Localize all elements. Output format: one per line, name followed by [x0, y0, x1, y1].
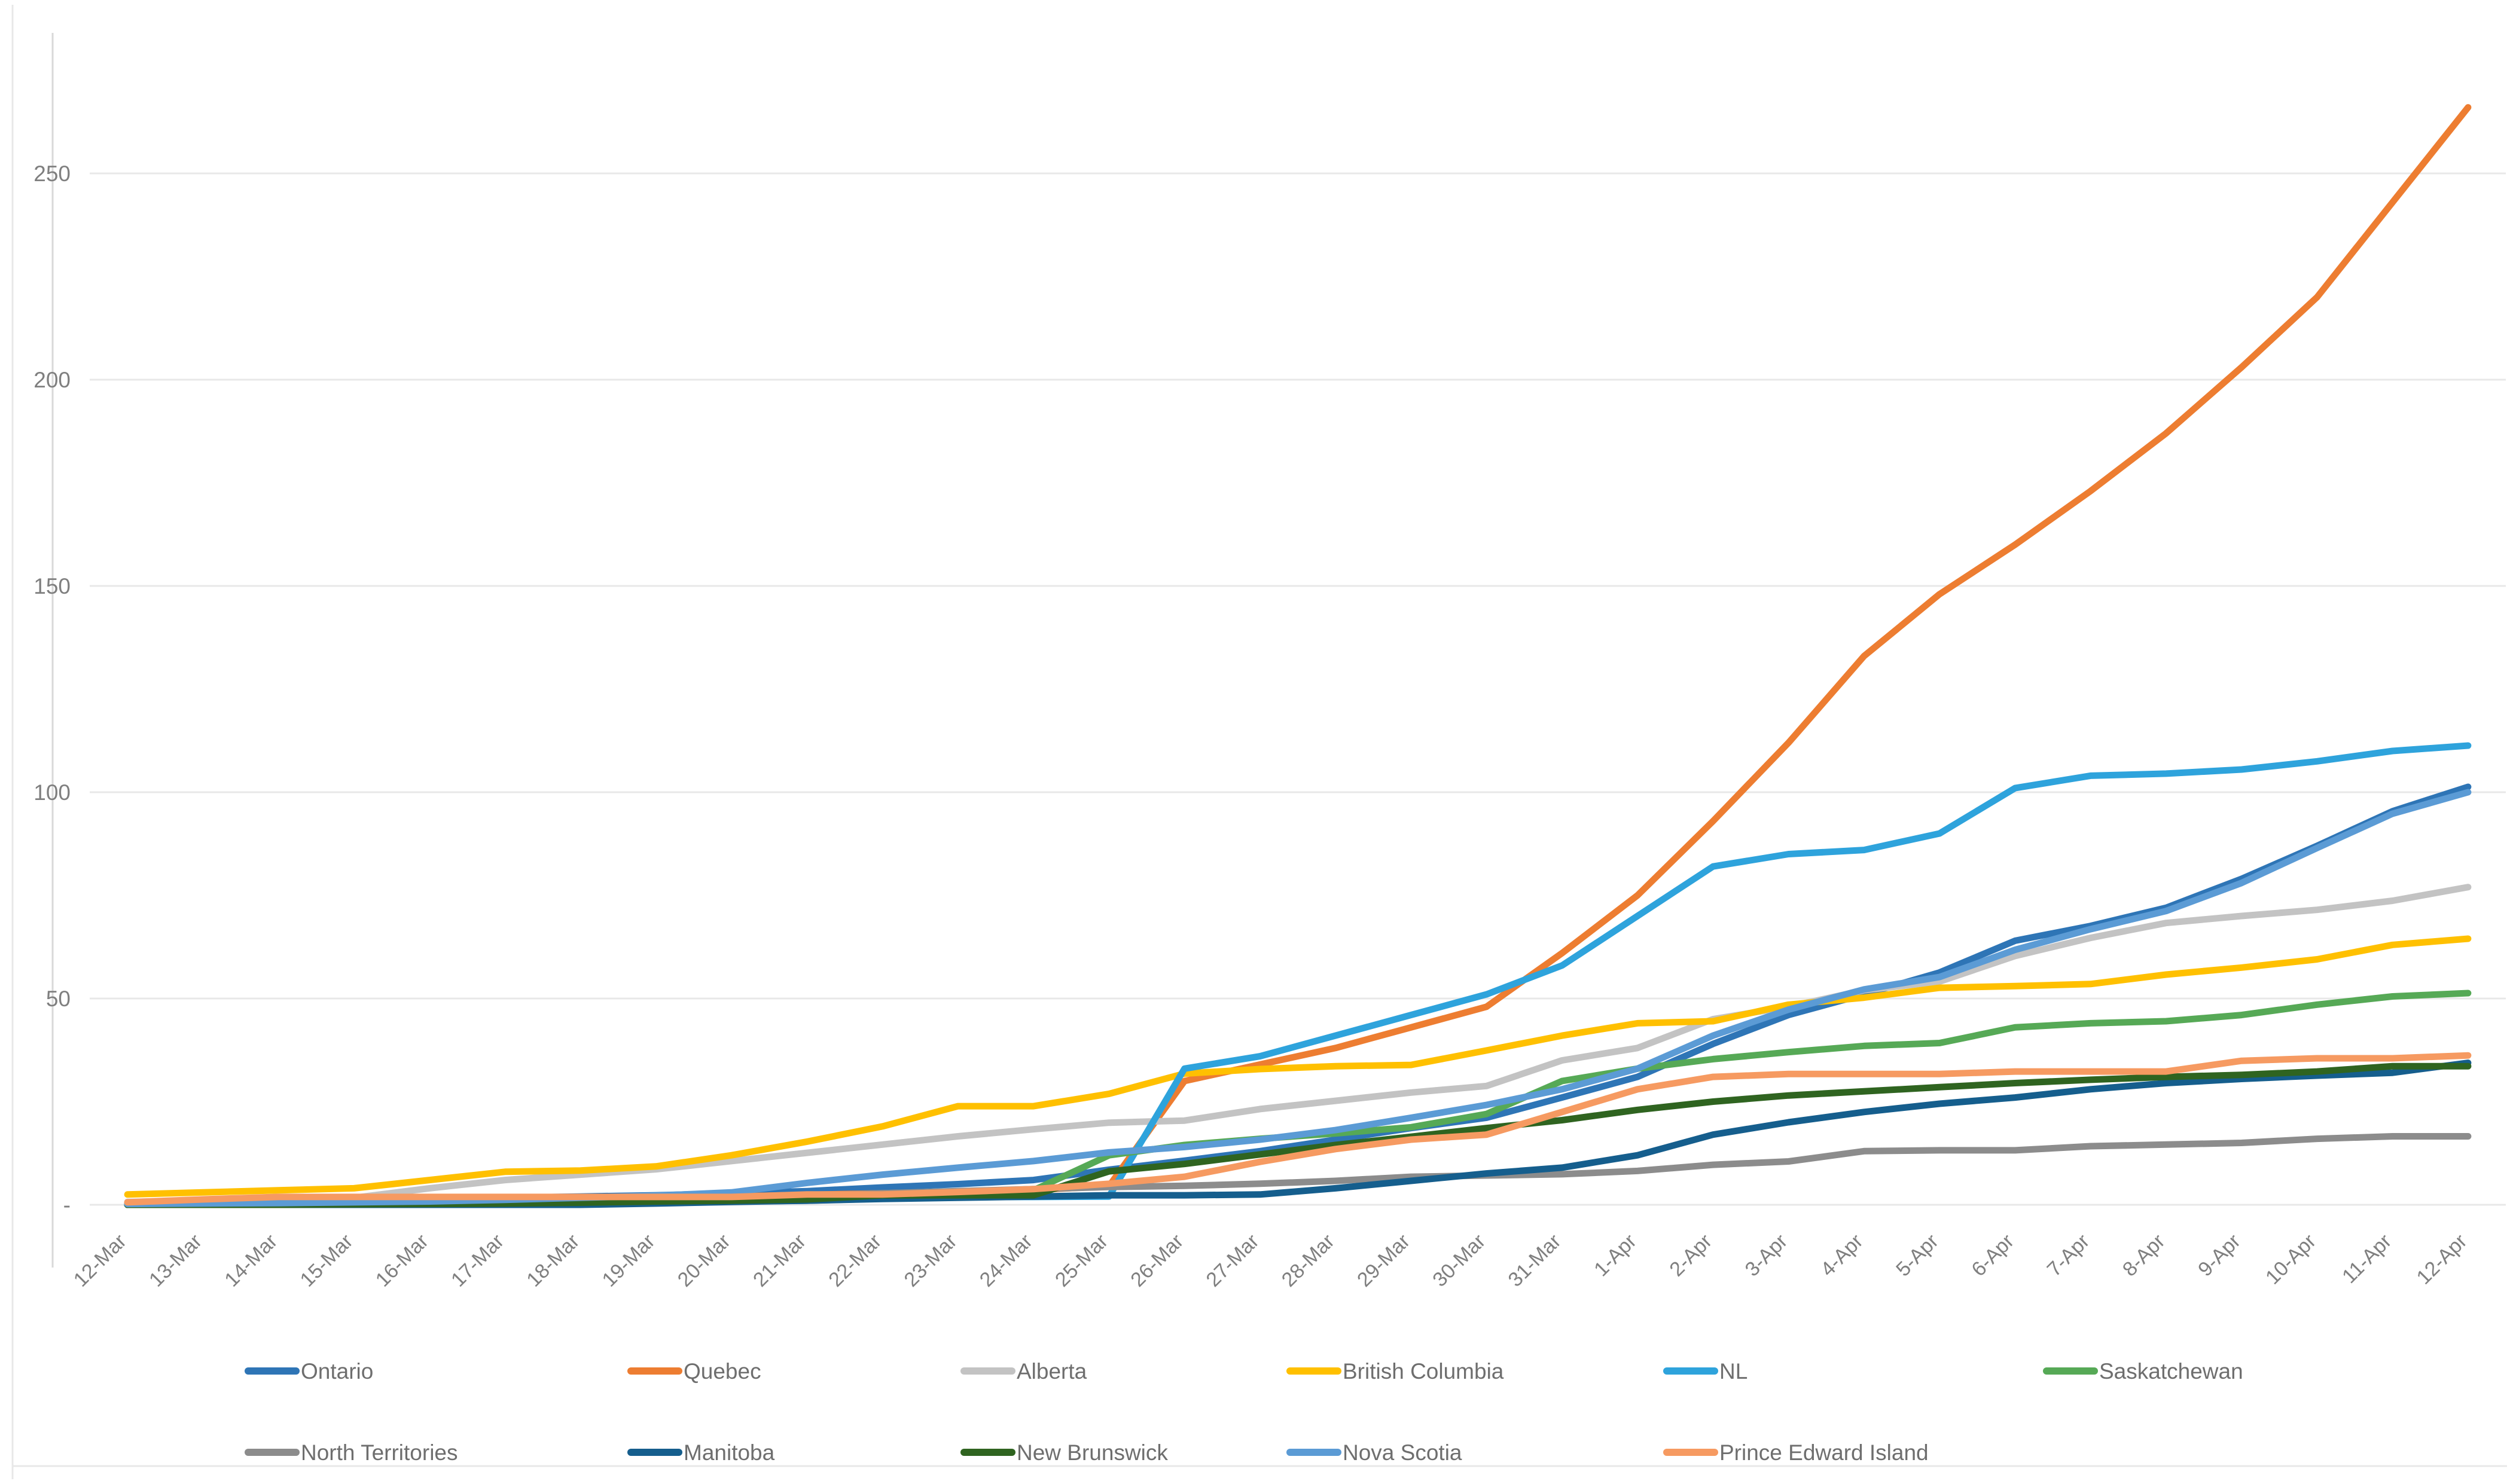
y-axis: - 50 100 150 200 250 [33, 161, 71, 1217]
x-tick-label: 27-Mar [1202, 1230, 1264, 1291]
x-tick-label: 10-Apr [2261, 1230, 2320, 1289]
x-tick-label: 12-Mar [69, 1230, 131, 1291]
y-tick-label: 250 [33, 161, 71, 186]
legend-label: Prince Edward Island [1719, 1440, 1929, 1465]
legend: Ontario Quebec Alberta British Columbia NL Sa… [245, 1359, 2243, 1465]
x-tick-label: 12-Apr [2412, 1230, 2471, 1289]
legend-item-new-brunswick: New Brunswick [960, 1440, 1168, 1465]
y-tick-label: 50 [46, 987, 71, 1011]
y-tick-label: 200 [33, 368, 71, 392]
legend-label: Quebec [684, 1359, 761, 1384]
legend-label: Manitoba [684, 1440, 775, 1465]
x-tick-label: 18-Mar [522, 1230, 584, 1291]
series-line-quebec [124, 104, 2472, 1206]
x-tick-label: 30-Mar [1428, 1230, 1490, 1291]
legend-item-british-columbia: British Columbia [1286, 1359, 1504, 1384]
legend-label: Ontario [301, 1359, 373, 1384]
legend-item-quebec: Quebec [627, 1359, 761, 1384]
x-tick-label: 28-Mar [1277, 1230, 1339, 1291]
x-tick-label: 16-Mar [371, 1230, 433, 1291]
y-tick-label: 100 [33, 780, 71, 805]
chart-borders [11, 5, 2507, 1479]
legend-item-manitoba: Manitoba [627, 1440, 775, 1465]
x-tick-label: 3-Apr [1741, 1230, 1792, 1281]
x-tick-label: 21-Mar [749, 1230, 810, 1291]
legend-label: Alberta [1017, 1359, 1087, 1384]
series-line-new-brunswick [124, 1062, 2472, 1208]
legend-label: Nova Scotia [1343, 1440, 1462, 1465]
x-tick-label: 22-Mar [824, 1230, 886, 1291]
y-tick-label: - [63, 1193, 71, 1217]
x-tick-label: 4-Apr [1816, 1230, 1868, 1281]
legend-item-nova-scotia: Nova Scotia [1286, 1440, 1462, 1465]
x-tick-label: 17-Mar [447, 1230, 508, 1291]
legend-item-prince-edward-island: Prince Edward Island [1663, 1440, 1929, 1465]
series-line-prince-edward-island [124, 1052, 2472, 1206]
x-tick-label: 15-Mar [296, 1230, 358, 1291]
y-tick-label: 150 [33, 574, 71, 599]
x-tick-label: 9-Apr [2194, 1230, 2245, 1281]
x-tick-label: 2-Apr [1665, 1230, 1716, 1281]
x-tick-label: 29-Mar [1353, 1230, 1414, 1291]
series-line-ontario [124, 783, 2472, 1207]
x-tick-label: 20-Mar [673, 1230, 735, 1291]
legend-label: North Territories [301, 1440, 458, 1465]
legend-label: Saskatchewan [2099, 1359, 2243, 1384]
x-tick-label: 1-Apr [1590, 1230, 1641, 1281]
legend-item-nl: NL [1663, 1359, 1747, 1384]
x-tick-label: 7-Apr [2043, 1230, 2094, 1281]
x-tick-label: 13-Mar [145, 1230, 206, 1291]
legend-label: New Brunswick [1017, 1440, 1168, 1465]
x-tick-label: 31-Mar [1504, 1230, 1566, 1291]
x-tick-label: 25-Mar [1051, 1230, 1112, 1291]
series-line-alberta [124, 884, 2472, 1205]
legend-item-saskatchewan: Saskatchewan [2043, 1359, 2243, 1384]
x-axis: 12-Mar 13-Mar 14-Mar 15-Mar 16-Mar 17-Mar 18-M… [69, 1230, 2472, 1291]
x-tick-label: 5-Apr [1892, 1230, 1943, 1281]
series-lines [124, 104, 2472, 1208]
legend-label: British Columbia [1343, 1359, 1504, 1384]
x-tick-label: 6-Apr [1967, 1230, 2018, 1281]
legend-label: NL [1719, 1359, 1747, 1384]
x-tick-label: 26-Mar [1126, 1230, 1188, 1291]
gridlines [90, 172, 2506, 1206]
x-tick-label: 11-Apr [2338, 1230, 2396, 1288]
x-tick-label: 24-Mar [975, 1230, 1037, 1291]
x-tick-label: 8-Apr [2118, 1230, 2170, 1281]
series-line-british-columbia [124, 935, 2472, 1198]
x-tick-label: 23-Mar [900, 1230, 962, 1291]
legend-item-alberta: Alberta [960, 1359, 1087, 1384]
x-tick-label: 14-Mar [220, 1230, 282, 1291]
x-tick-label: 19-Mar [598, 1230, 660, 1291]
legend-item-ontario: Ontario [245, 1359, 373, 1384]
legend-item-north-territories: North Territories [245, 1440, 458, 1465]
